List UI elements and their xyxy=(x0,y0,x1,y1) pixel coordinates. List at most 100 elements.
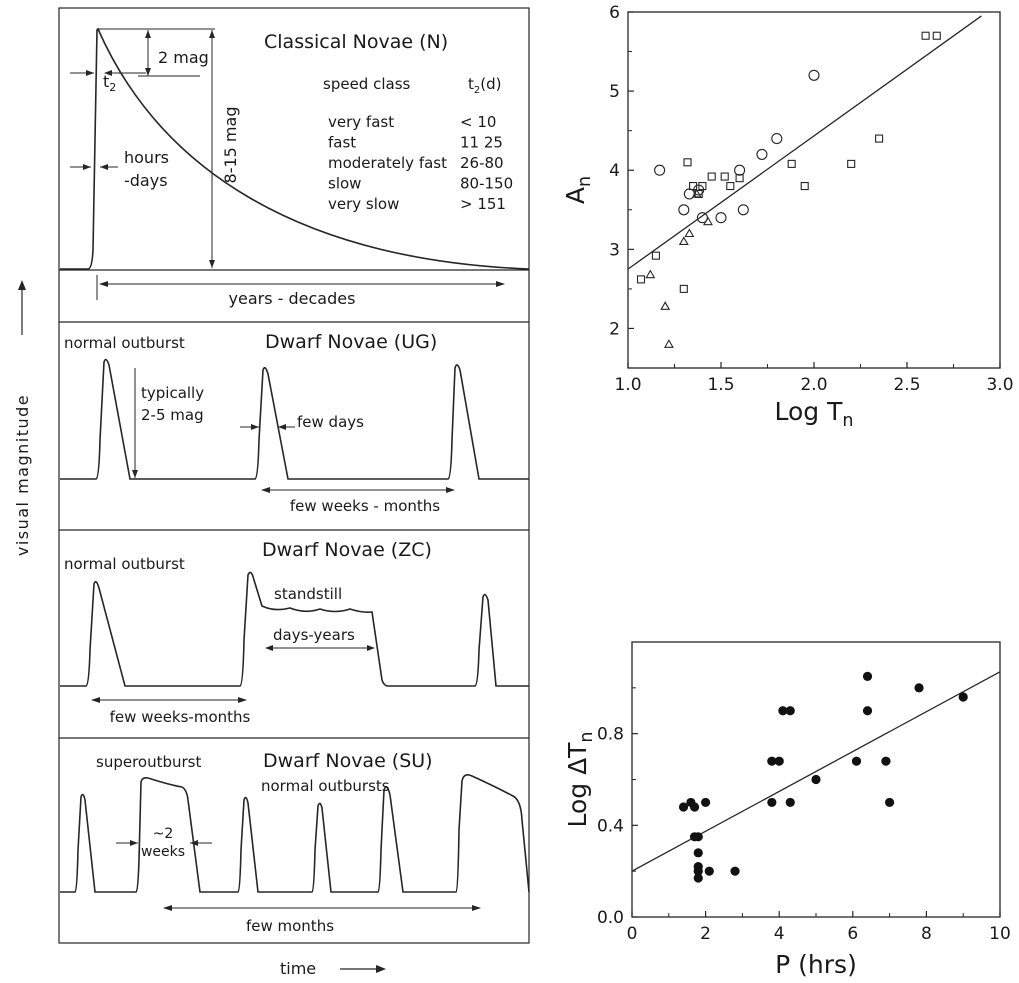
x-tick-label: 1.0 xyxy=(614,375,641,395)
su-light-curve xyxy=(60,774,530,893)
y-tick-label: 0.8 xyxy=(597,725,624,745)
normal-outbursts-label: normal outbursts xyxy=(261,777,390,795)
left-figure: visual magnitude time 2 mag xyxy=(13,7,530,978)
amplitude-label-1: typically xyxy=(141,384,204,402)
data-point xyxy=(774,756,784,766)
amplitude-label: 8-15 mag xyxy=(221,107,240,184)
y-tick-label: 6 xyxy=(609,3,620,23)
speed-class-t2: > 151 xyxy=(460,195,506,213)
data-point-square xyxy=(726,181,735,191)
data-point-square xyxy=(735,174,744,183)
data-point xyxy=(785,706,795,716)
speed-class-t2: 11 25 xyxy=(460,134,503,152)
y-axis-label: Log ΔTn xyxy=(563,731,597,827)
data-point xyxy=(693,866,703,876)
data-point-square xyxy=(787,159,796,168)
x-tick-label: 3.0 xyxy=(986,375,1013,395)
standstill-label: standstill xyxy=(274,585,342,603)
y-axis-label: An xyxy=(561,176,595,204)
data-point xyxy=(689,832,700,842)
data-point xyxy=(851,756,862,766)
x-axis-label: time xyxy=(280,959,316,978)
data-point-circle xyxy=(737,204,749,216)
t2-header: t2(d) xyxy=(468,75,502,96)
data-point xyxy=(885,797,895,808)
data-point xyxy=(862,706,873,716)
scatter-logdtn-vs-period: 0 2 4 6 8 10 0.0 0.4 0.8 P (hrs) Log ΔTn xyxy=(563,641,1011,979)
data-point xyxy=(701,797,711,808)
data-point-square xyxy=(932,31,941,40)
speed-class-name: fast xyxy=(328,134,356,152)
classical-nova-light-curve xyxy=(60,27,530,270)
data-point xyxy=(862,671,873,681)
speed-class-name: slow xyxy=(328,175,361,193)
data-point xyxy=(881,756,891,766)
data-point xyxy=(678,802,689,812)
data-point-square xyxy=(636,275,646,284)
data-point xyxy=(767,756,777,766)
data-point-triangle xyxy=(663,339,674,348)
data-point-triangle xyxy=(660,301,671,310)
x-axis-label: Log Tn xyxy=(775,397,854,431)
x-tick-label: 10 xyxy=(989,924,1011,944)
data-point-triangle xyxy=(691,188,702,198)
data-point xyxy=(693,848,703,858)
data-point-square xyxy=(720,172,729,181)
x-tick-label: 0 xyxy=(627,924,638,944)
width-label: few days xyxy=(297,413,364,431)
data-point xyxy=(778,706,788,716)
speed-class-name: very slow xyxy=(328,195,399,213)
data-point-square xyxy=(921,31,930,40)
speed-class-name: moderately fast xyxy=(328,154,447,172)
data-point-circle xyxy=(771,133,783,145)
ug-light-curve xyxy=(60,358,529,480)
fit-line xyxy=(627,15,982,270)
data-point-circle xyxy=(734,164,746,176)
data-point-circle xyxy=(808,69,820,81)
y-axis-arrow xyxy=(18,280,26,335)
data-point-circle xyxy=(715,212,727,224)
amplitude-label-2: 2-5 mag xyxy=(141,406,204,424)
x-tick-label: 2.0 xyxy=(800,375,827,395)
panel-dwarf-novae-su: Dwarf Novae (SU) superoutburst normal ou… xyxy=(60,750,530,935)
speed-class-t2: < 10 xyxy=(460,113,496,131)
data-point-square xyxy=(707,172,716,181)
data-point-circle xyxy=(756,148,768,160)
y-tick-label: 0.4 xyxy=(597,816,624,836)
y-tick-label: 0.0 xyxy=(597,908,624,928)
panel-title: Dwarf Novae (ZC) xyxy=(262,539,432,561)
data-point-triangle xyxy=(684,228,695,238)
speed-class-t2: 26-80 xyxy=(460,154,504,172)
superoutburst-label: superoutburst xyxy=(96,753,201,771)
recurrence-label: few weeks - months xyxy=(290,497,440,515)
recurrence-label: few months xyxy=(246,917,334,935)
y-tick-label: 2 xyxy=(609,319,620,339)
plot-frame xyxy=(627,11,1001,369)
decline-label: years - decades xyxy=(229,289,356,308)
speed-class-header: speed class xyxy=(323,75,411,93)
panel-title: Classical Novae (N) xyxy=(264,31,448,53)
data-point xyxy=(689,802,700,812)
scatter-amplitude-vs-logtn: 1.0 1.5 2.0 2.5 3.0 2 3 4 5 6 Log Tn An xyxy=(561,3,1014,431)
data-point-triangle xyxy=(645,269,656,279)
data-point-square xyxy=(651,251,660,260)
width-label-1: ~2 xyxy=(153,826,174,842)
panel-title: Dwarf Novae (UG) xyxy=(265,331,437,353)
y-tick-label: 5 xyxy=(609,82,620,102)
data-point-triangle xyxy=(678,236,689,245)
data-point-square xyxy=(800,181,809,191)
panel-dwarf-novae-zc: Dwarf Novae (ZC) normal outburst standst… xyxy=(60,539,529,726)
data-point-square xyxy=(698,181,707,191)
x-axis-arrow xyxy=(340,965,386,973)
data-point xyxy=(785,797,795,808)
panel-classical-novae: 2 mag t2 8-15 mag hours -days xyxy=(59,27,530,308)
speed-class-t2: 80-150 xyxy=(460,175,513,193)
left-figure-frame xyxy=(58,7,530,944)
t2-label: t2 xyxy=(103,72,116,94)
rise-label-2: -days xyxy=(124,171,168,190)
recurrence-label: few weeks-months xyxy=(110,708,251,726)
rise-label: hours xyxy=(124,148,169,167)
outburst-label: normal outburst xyxy=(64,555,185,573)
data-point-circle xyxy=(693,184,705,196)
